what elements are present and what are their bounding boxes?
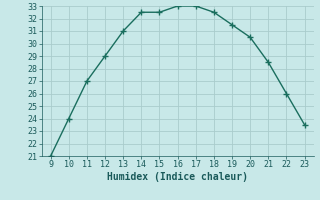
X-axis label: Humidex (Indice chaleur): Humidex (Indice chaleur) <box>107 172 248 182</box>
